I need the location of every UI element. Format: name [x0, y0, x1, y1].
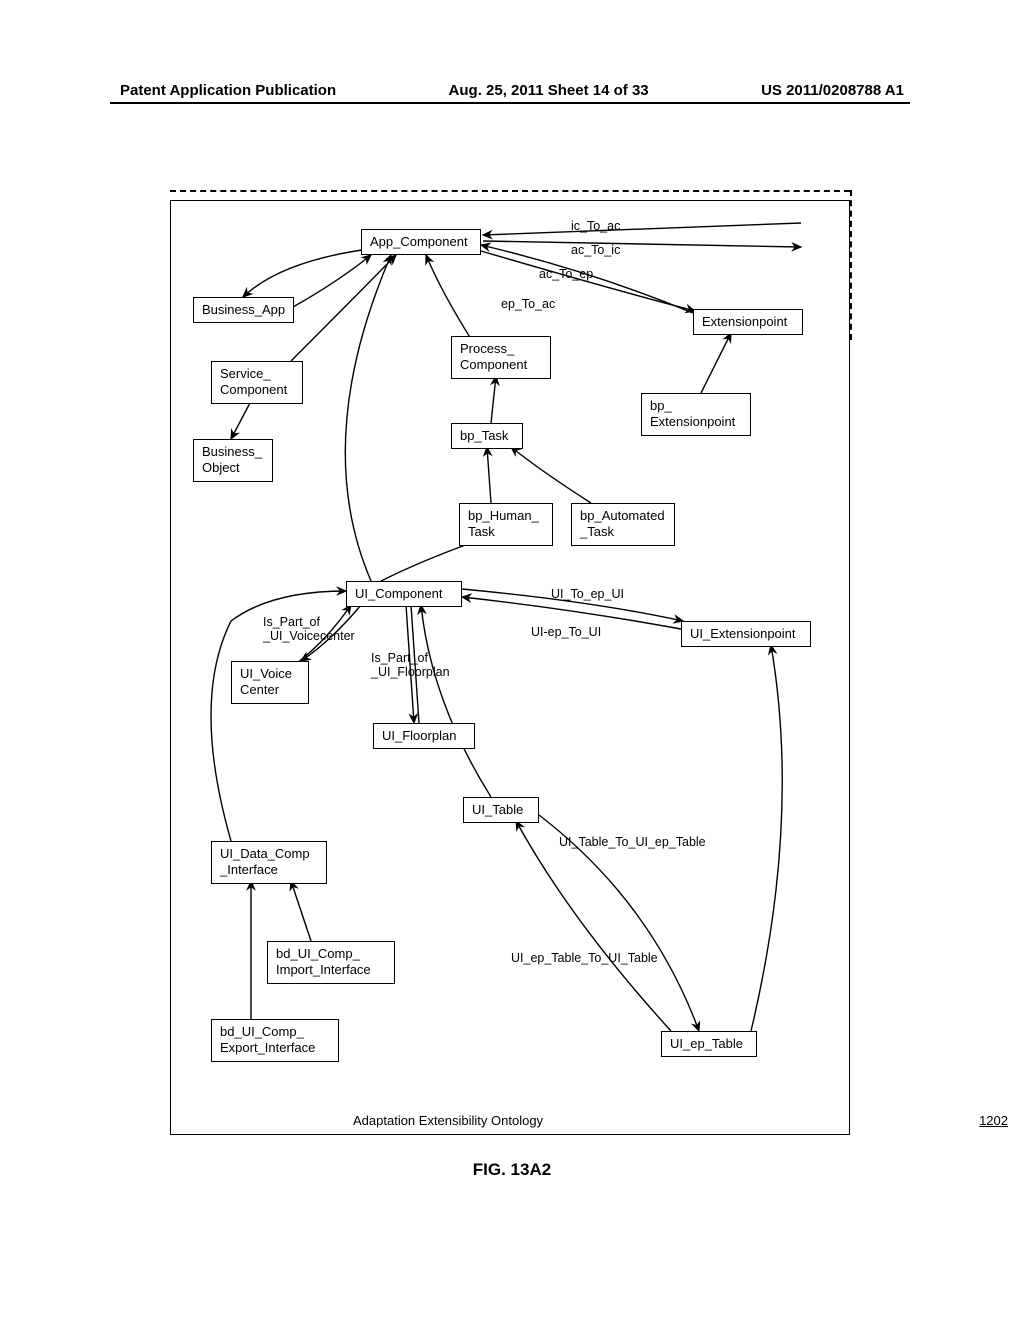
header-center: Aug. 25, 2011 Sheet 14 of 33: [449, 82, 649, 99]
edge-2: [291, 255, 396, 361]
edge-25: [291, 881, 311, 941]
label-ui-to-ep-ui: UI_To_ep_UI: [551, 587, 624, 601]
node-ui-component: UI_Component: [346, 581, 462, 607]
dashed-right: [850, 190, 852, 340]
node-process-component: Process_ Component: [451, 336, 551, 379]
edge-1: [293, 255, 371, 307]
node-bd-ui-export: bd_UI_Comp_ Export_Interface: [211, 1019, 339, 1062]
label-ac-to-ic: ac_To_ic: [571, 243, 620, 257]
label-is-part-fp: Is_Part_of _UI_Floorplan: [371, 651, 450, 679]
label-ui-table-to: UI_Table_To_UI_ep_Table: [559, 835, 706, 849]
node-bp-task: bp_Task: [451, 423, 523, 449]
header-rule: [110, 102, 910, 104]
label-ep-to-ac: ep_To_ac: [501, 297, 555, 311]
label-ui-ep-to-tbl: UI_ep_Table_To_UI_Table: [511, 951, 658, 965]
diagram-frame: App_Component Business_App Service_ Compon…: [170, 200, 850, 1135]
node-bp-automated-task: bp_Automated _Task: [571, 503, 675, 546]
node-service-component: Service_ Component: [211, 361, 303, 404]
caption-refnum: 1202: [979, 1113, 1008, 1128]
edge-13: [345, 255, 391, 581]
figure-label: FIG. 13A2: [0, 1160, 1024, 1180]
edge-20: [421, 605, 491, 797]
edge-3: [231, 401, 251, 439]
header-right: US 2011/0208788 A1: [761, 82, 904, 99]
node-ui-voice-center: UI_Voice Center: [231, 661, 309, 704]
edge-11: [487, 447, 491, 503]
node-app-component: App_Component: [361, 229, 481, 255]
node-bp-extensionpoint: bp_ Extensionpoint: [641, 393, 751, 436]
edge-22: [516, 821, 671, 1031]
edge-7: [483, 223, 801, 235]
node-bp-human-task: bp_Human_ Task: [459, 503, 553, 546]
node-bd-ui-import: bd_UI_Comp_ Import_Interface: [267, 941, 395, 984]
edge-12: [511, 447, 591, 503]
caption-text: Adaptation Extensibility Ontology: [353, 1113, 543, 1128]
node-ui-ep-table: UI_ep_Table: [661, 1031, 757, 1057]
node-business-app: Business_App: [193, 297, 294, 323]
label-ic-to-ac: ic_To_ac: [571, 219, 620, 233]
node-ui-extensionpoint: UI_Extensionpoint: [681, 621, 811, 647]
node-ui-floorplan: UI_Floorplan: [373, 723, 475, 749]
edge-4: [426, 255, 471, 339]
node-ui-data-comp: UI_Data_Comp _Interface: [211, 841, 327, 884]
label-is-part-vc: Is_Part_of _UI_Voicecenter: [263, 615, 355, 643]
edge-9: [491, 376, 496, 423]
node-ui-table: UI_Table: [463, 797, 539, 823]
frame-caption: Adaptation Extensibility Ontology 1202: [353, 1113, 1008, 1128]
edge-10: [701, 333, 731, 393]
dashed-top: [170, 190, 850, 192]
edge-23: [751, 645, 782, 1031]
label-ac-to-ep: ac_To_ep: [539, 267, 593, 281]
node-business-object: Business_ Object: [193, 439, 273, 482]
edge-27: [381, 543, 471, 581]
node-extensionpoint: Extensionpoint: [693, 309, 803, 335]
edge-0: [243, 249, 369, 297]
edge-8: [483, 241, 801, 247]
page-header: Patent Application Publication Aug. 25, …: [0, 82, 1024, 99]
label-ui-ep-to-ui: UI-ep_To_UI: [531, 625, 601, 639]
header-left: Patent Application Publication: [120, 82, 336, 99]
